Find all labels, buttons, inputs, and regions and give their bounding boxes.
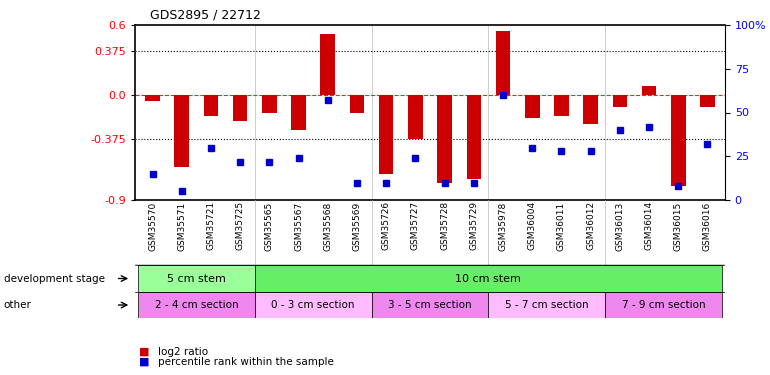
Bar (641, 86, 656, 95)
Text: 7 - 9 cm section: 7 - 9 cm section (622, 300, 705, 310)
Text: GSM35721: GSM35721 (206, 201, 216, 250)
Bar (320, 34, 335, 95)
Text: GSM36013: GSM36013 (615, 201, 624, 250)
Text: 5 - 7 cm section: 5 - 7 cm section (505, 300, 588, 310)
Text: GSM35726: GSM35726 (382, 201, 390, 250)
Text: other: other (4, 300, 32, 310)
Text: percentile rank within the sample: percentile rank within the sample (158, 357, 334, 367)
Bar (233, 95, 247, 121)
Bar (203, 95, 218, 116)
Bar (138, 265, 255, 292)
Text: GSM35729: GSM35729 (469, 201, 478, 250)
Text: GSM36012: GSM36012 (586, 201, 595, 250)
Text: GSM35570: GSM35570 (148, 201, 157, 250)
Text: 2 - 4 cm section: 2 - 4 cm section (155, 300, 238, 310)
Text: GSM35725: GSM35725 (236, 201, 245, 250)
Text: GSM35728: GSM35728 (440, 201, 449, 250)
Bar (496, 31, 511, 95)
Text: ■: ■ (139, 347, 149, 357)
Bar (379, 95, 393, 174)
Bar (584, 95, 598, 124)
Bar (291, 95, 306, 130)
Text: GSM35571: GSM35571 (177, 201, 186, 250)
Text: GSM35567: GSM35567 (294, 201, 303, 250)
Text: GSM36014: GSM36014 (644, 201, 654, 250)
Text: GSM36015: GSM36015 (674, 201, 683, 250)
Bar (262, 95, 276, 112)
Text: development stage: development stage (4, 273, 105, 284)
Bar (175, 95, 189, 167)
Bar (554, 95, 569, 116)
Bar (437, 95, 452, 183)
Text: GDS2895 / 22712: GDS2895 / 22712 (150, 9, 261, 21)
Bar (138, 292, 255, 318)
Bar (408, 95, 423, 140)
Text: GSM35569: GSM35569 (353, 201, 361, 250)
Bar (700, 95, 715, 106)
Text: GSM36011: GSM36011 (557, 201, 566, 250)
Text: GSM35568: GSM35568 (323, 201, 333, 250)
Bar (467, 95, 481, 179)
Text: GSM36016: GSM36016 (703, 201, 712, 250)
Text: 3 - 5 cm section: 3 - 5 cm section (388, 300, 472, 310)
Text: ■: ■ (139, 357, 149, 367)
Bar (255, 265, 722, 292)
Bar (613, 95, 627, 106)
Text: 0 - 3 cm section: 0 - 3 cm section (271, 300, 355, 310)
Bar (671, 95, 685, 186)
Bar (525, 95, 540, 118)
Text: 5 cm stem: 5 cm stem (167, 273, 226, 284)
Bar (350, 95, 364, 112)
Text: log2 ratio: log2 ratio (158, 347, 208, 357)
Bar (488, 292, 605, 318)
Bar (146, 95, 160, 101)
Text: GSM35978: GSM35978 (498, 201, 507, 250)
Text: 10 cm stem: 10 cm stem (456, 273, 521, 284)
Bar (605, 292, 722, 318)
Text: GSM35565: GSM35565 (265, 201, 274, 250)
Bar (372, 292, 488, 318)
Text: GSM36004: GSM36004 (527, 201, 537, 250)
Bar (255, 292, 372, 318)
Text: GSM35727: GSM35727 (411, 201, 420, 250)
